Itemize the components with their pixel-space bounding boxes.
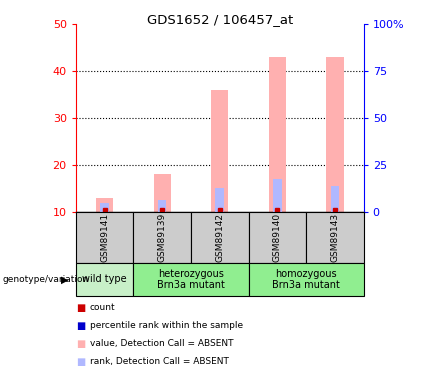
Bar bbox=[249, 262, 364, 296]
Text: percentile rank within the sample: percentile rank within the sample bbox=[90, 321, 243, 330]
Bar bbox=[326, 57, 343, 212]
Bar bbox=[154, 174, 171, 212]
Bar bbox=[216, 188, 224, 212]
Text: genotype/variation: genotype/variation bbox=[2, 275, 88, 284]
Bar bbox=[269, 57, 286, 212]
Text: homozygous
Brn3a mutant: homozygous Brn3a mutant bbox=[272, 268, 340, 290]
Bar bbox=[133, 262, 249, 296]
Text: ■: ■ bbox=[76, 339, 85, 348]
Bar bbox=[100, 202, 109, 212]
Bar bbox=[211, 90, 228, 212]
Text: rank, Detection Call = ABSENT: rank, Detection Call = ABSENT bbox=[90, 357, 229, 366]
Bar bbox=[331, 186, 339, 212]
Text: heterozygous
Brn3a mutant: heterozygous Brn3a mutant bbox=[157, 268, 225, 290]
Text: count: count bbox=[90, 303, 115, 312]
Bar bbox=[249, 212, 306, 262]
Text: value, Detection Call = ABSENT: value, Detection Call = ABSENT bbox=[90, 339, 233, 348]
Text: wild type: wild type bbox=[82, 274, 127, 284]
Text: GSM89139: GSM89139 bbox=[158, 213, 167, 262]
Text: ■: ■ bbox=[76, 357, 85, 366]
Text: GSM89140: GSM89140 bbox=[273, 213, 282, 262]
Text: ■: ■ bbox=[76, 321, 85, 330]
Bar bbox=[306, 212, 364, 262]
Text: GSM89141: GSM89141 bbox=[100, 213, 109, 262]
Bar bbox=[273, 179, 281, 212]
Text: GDS1652 / 106457_at: GDS1652 / 106457_at bbox=[147, 13, 293, 26]
Text: GSM89143: GSM89143 bbox=[330, 213, 339, 262]
Bar bbox=[191, 212, 249, 262]
Bar bbox=[76, 262, 133, 296]
Text: ■: ■ bbox=[76, 303, 85, 312]
Text: GSM89142: GSM89142 bbox=[215, 213, 224, 262]
Bar bbox=[76, 212, 133, 262]
Bar bbox=[96, 198, 113, 212]
Text: ▶: ▶ bbox=[61, 274, 69, 284]
Bar bbox=[158, 200, 166, 212]
Bar bbox=[133, 212, 191, 262]
